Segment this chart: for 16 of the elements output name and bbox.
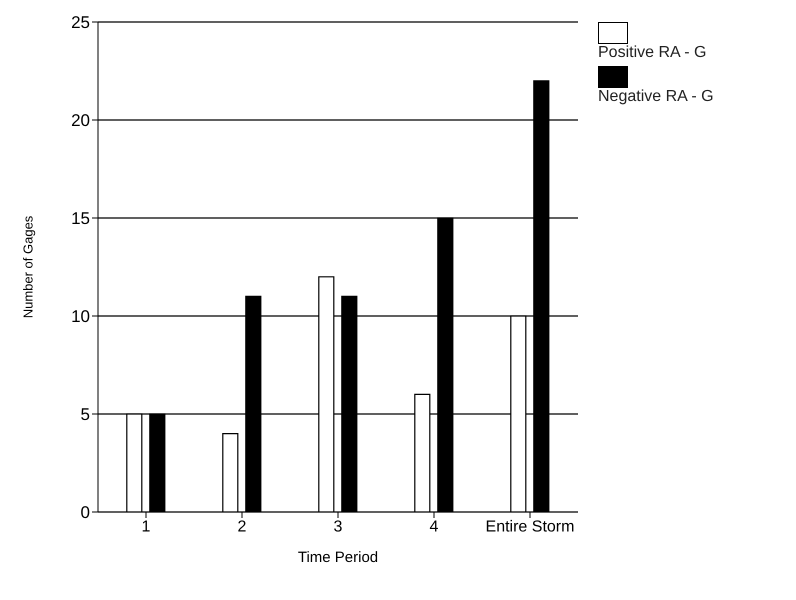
legend-label: Positive RA - G — [598, 44, 708, 62]
y-tick-label: 5 — [80, 405, 90, 424]
x-tick-label: 1 — [142, 518, 151, 536]
legend-label: Negative RA - G — [598, 88, 715, 106]
y-axis-title: Number of Gages — [20, 215, 36, 318]
x-tick-label: 2 — [238, 518, 247, 536]
y-tick-label: 20 — [71, 111, 90, 130]
bar — [222, 433, 238, 512]
y-tick-label: 10 — [71, 307, 90, 326]
y-tick-label: 15 — [71, 209, 90, 228]
x-tick-label: 4 — [430, 518, 439, 536]
y-tick-label: 25 — [71, 13, 90, 32]
y-tick-label: 0 — [80, 503, 90, 522]
x-axis-title: Time Period — [298, 549, 378, 566]
x-tick-label: 3 — [334, 518, 343, 536]
x-tick-label: Entire Storm — [486, 518, 574, 536]
